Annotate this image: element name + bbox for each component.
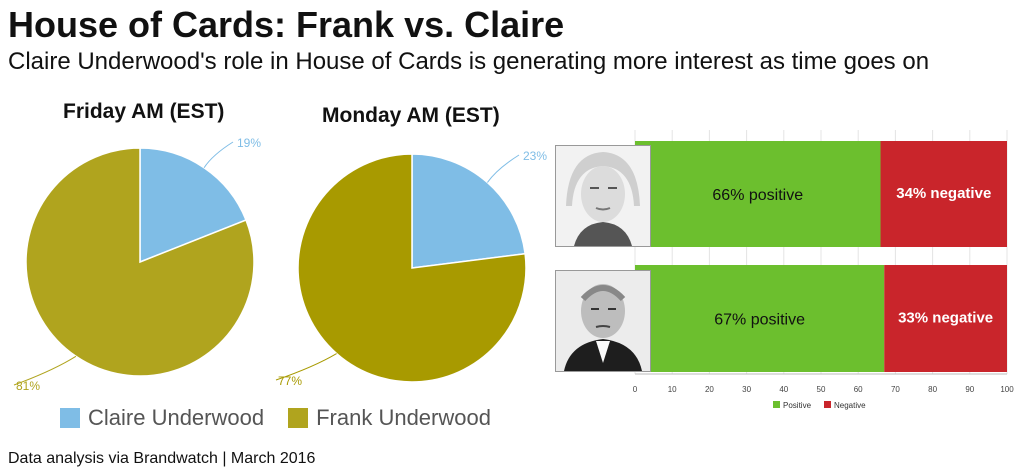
pie1-label-frank: 77% [278, 374, 302, 388]
bar-x-tick-label: 100 [1000, 385, 1014, 394]
bar-legend-label-positive: Positive [783, 401, 812, 410]
legend-label-frank: Frank Underwood [316, 405, 491, 430]
pie-title-friday: Friday AM (EST) [63, 100, 225, 123]
bar-frank-positive [635, 265, 885, 372]
bar-x-tick-label: 30 [742, 385, 751, 394]
pie1-leader-frank [275, 353, 337, 381]
pie-title-monday: Monday AM (EST) [322, 104, 500, 127]
pie0-slice-frank [25, 147, 255, 377]
bar-x-tick-label: 80 [928, 385, 937, 394]
chart-title: House of Cards: Frank vs. Claire [8, 4, 565, 45]
legend-swatch-claire [60, 408, 80, 428]
chart-subtitle: Claire Underwood's role in House of Card… [8, 48, 930, 75]
bar-legend-label-negative: Negative [834, 401, 866, 410]
pie1-leader-claire [486, 154, 520, 183]
pie0-label-frank: 81% [16, 379, 40, 393]
bar-legend-swatch-positive [773, 401, 780, 408]
bar-x-tick-label: 90 [965, 385, 974, 394]
bar-legend-swatch-negative [824, 401, 831, 408]
bar-x-tick-label: 50 [817, 385, 826, 394]
frank-portrait-image [555, 270, 651, 372]
bar-x-tick-label: 20 [705, 385, 714, 394]
bar-frank-negative [884, 265, 1007, 372]
source-note: Data analysis via Brandwatch | March 201… [8, 450, 316, 467]
legend-item-frank: Frank Underwood [288, 405, 491, 431]
bar-x-tick-label: 40 [779, 385, 788, 394]
legend-item-claire: Claire Underwood [60, 405, 264, 431]
pie1-label-claire: 23% [523, 149, 547, 163]
bar-label-claire-negative: 34% negative [896, 185, 991, 202]
bar-x-tick-label: 10 [668, 385, 677, 394]
bar-x-tick-label: 60 [854, 385, 863, 394]
bar-label-claire-positive: 66% positive [712, 187, 803, 204]
bar-x-tick-label: 0 [633, 385, 638, 394]
pie1-slice-claire [411, 153, 526, 269]
legend-label-claire: Claire Underwood [88, 405, 265, 430]
bar-x-tick-label: 70 [891, 385, 900, 394]
pie0-leader-frank [13, 355, 77, 386]
bar-claire-negative [880, 141, 1007, 247]
pie-legend: Claire Underwood Frank Underwood [60, 405, 515, 431]
pie0-leader-claire [203, 141, 234, 168]
bar-claire-positive [635, 141, 881, 247]
claire-portrait-image [555, 145, 651, 247]
bar-label-frank-negative: 33% negative [898, 310, 993, 327]
bar-label-frank-positive: 67% positive [714, 312, 805, 329]
legend-swatch-frank [288, 408, 309, 428]
pie0-label-claire: 19% [237, 136, 261, 150]
